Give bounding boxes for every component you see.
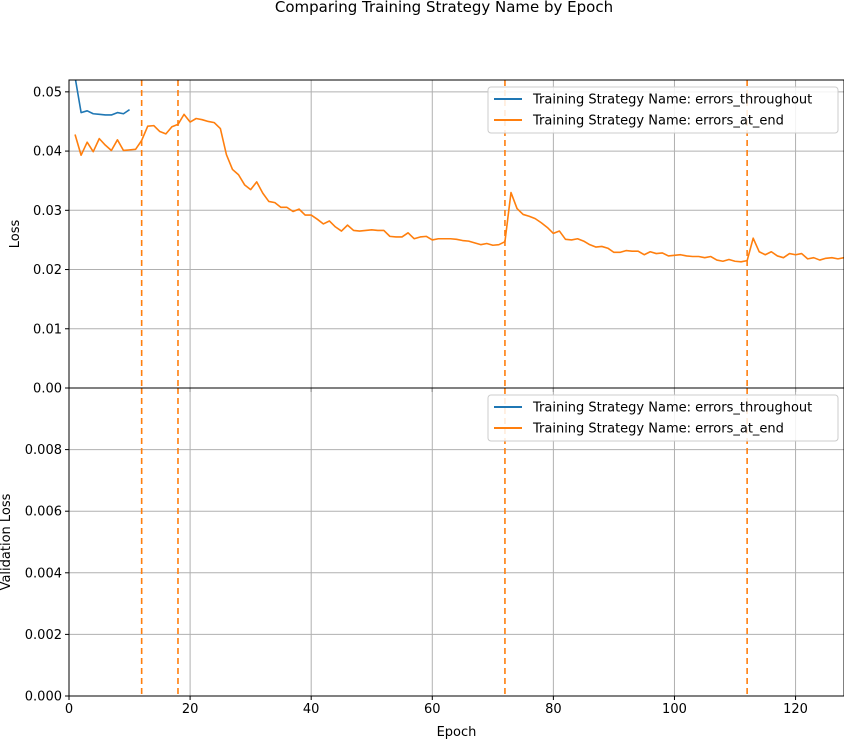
- y-tick-label: 0.00: [33, 382, 62, 397]
- legend-label-0: Training Strategy Name: errors_throughou…: [532, 93, 812, 108]
- legend-box: [487, 394, 839, 442]
- x-axis-label: Epoch: [437, 725, 477, 739]
- x-tick-label: 120: [783, 702, 808, 717]
- series-line-0: [74, 80, 131, 116]
- y-tick-label: 0.04: [33, 145, 62, 160]
- legend-label-1: Training Strategy Name: errors_at_end: [532, 114, 784, 129]
- x-tick-label: 80: [545, 702, 562, 717]
- x-tick-label: 60: [424, 702, 441, 717]
- loss-panel: 0.00 0.01 0.02 0.03 0.04 0.05 Loss Training Str…: [8, 79, 844, 397]
- legend-label-0: Training Strategy Name: errors_throughou…: [532, 401, 812, 416]
- validation-loss-panel: 0 20 40 60 80 100 120 0.000 0.002 0.004 0.006 0.008…: [0, 387, 844, 739]
- legend-label-1: Training Strategy Name: errors_at_end: [532, 422, 784, 437]
- y-tick-label: 0.02: [33, 263, 62, 278]
- legend: Training Strategy Name: errors_throughou…: [487, 86, 839, 134]
- y-tick-label: 0.05: [33, 85, 62, 100]
- legend: Training Strategy Name: errors_throughou…: [487, 394, 839, 442]
- y-axis-label: Validation Loss: [0, 493, 14, 590]
- y-axis-label: Loss: [8, 220, 23, 249]
- figure-title: Comparing Training Strategy Name by Epoc…: [275, 0, 613, 16]
- y-tick-label: 0.006: [25, 505, 62, 520]
- y-tick-label: 0.03: [33, 204, 62, 219]
- series-line-1: [74, 113, 844, 263]
- axes-frame: [68, 387, 844, 697]
- x-tick-label: 20: [182, 702, 199, 717]
- y-tick-label: 0.000: [25, 690, 62, 705]
- x-tick-label: 40: [303, 702, 320, 717]
- y-tick-label: 0.004: [25, 566, 62, 581]
- x-tick-label: 0: [65, 702, 73, 717]
- y-tick-label: 0.01: [33, 322, 62, 337]
- x-tick-label: 100: [662, 702, 687, 717]
- legend-box: [487, 86, 839, 134]
- y-tick-label: 0.008: [25, 443, 62, 458]
- y-tick-label: 0.002: [25, 628, 62, 643]
